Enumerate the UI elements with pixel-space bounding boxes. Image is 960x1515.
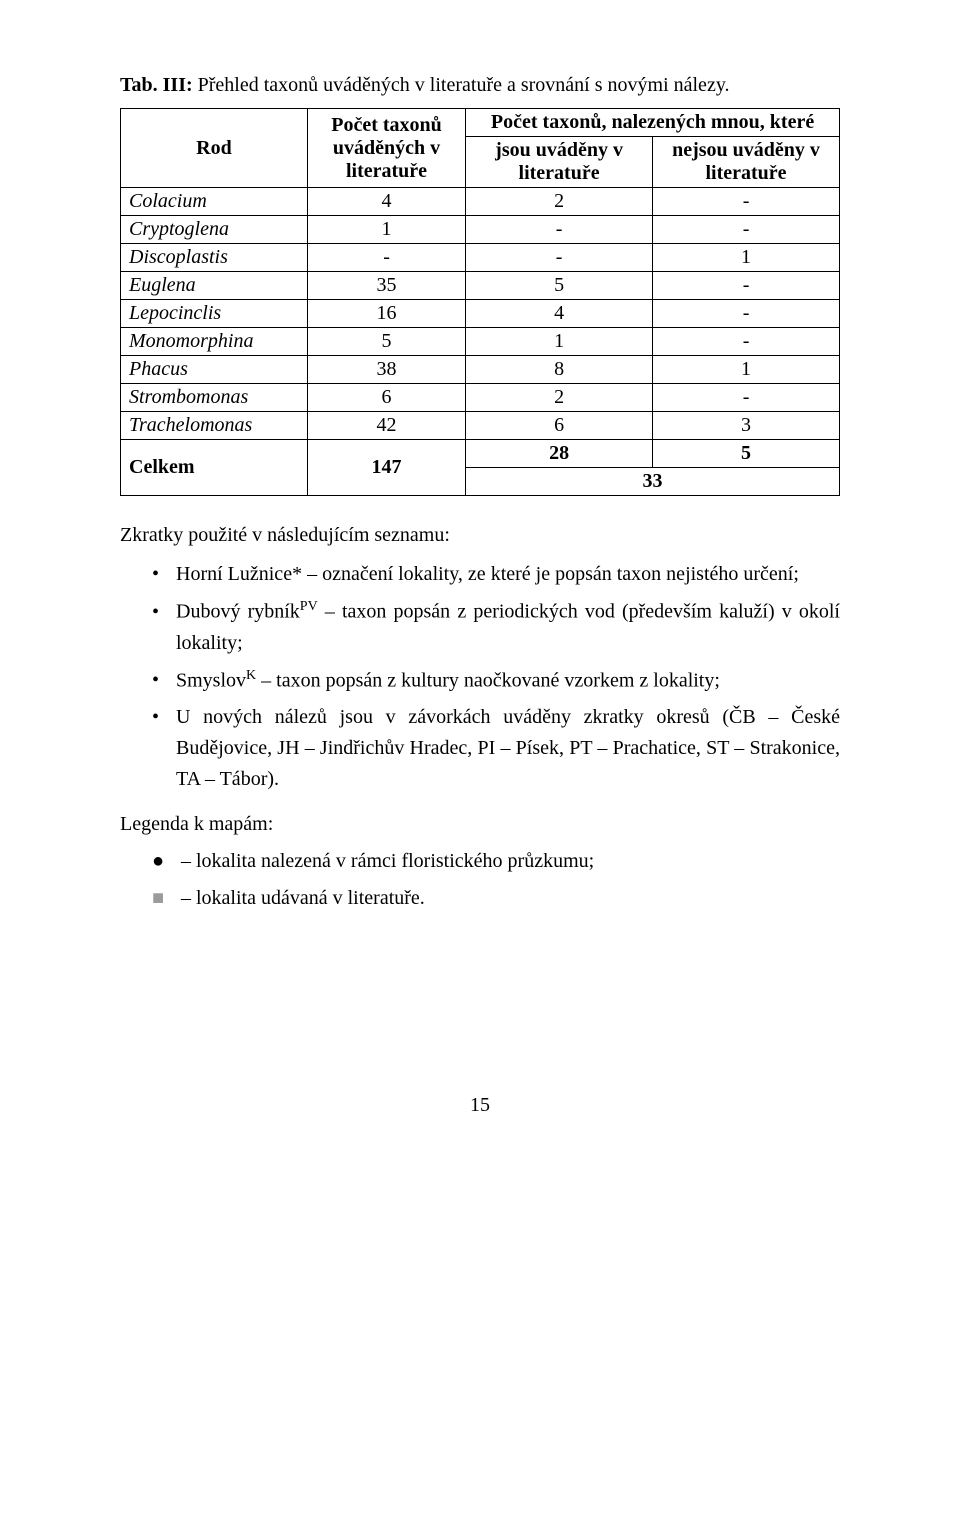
cell: 6 — [307, 384, 465, 412]
cell-name: Phacus — [121, 356, 308, 384]
bullet-text: Smyslov — [176, 669, 246, 691]
cell: - — [653, 300, 840, 328]
table-row: Monomorphina 5 1 - — [121, 328, 840, 356]
caption-text: Přehled taxonů uváděných v literatuře a … — [193, 74, 730, 96]
cell: 35 — [307, 272, 465, 300]
table-row: Phacus 38 8 1 — [121, 356, 840, 384]
abbr-title: Zkratky použité v následujícím seznamu: — [120, 524, 840, 547]
table-row: Cryptoglena 1 - - — [121, 216, 840, 244]
legend-item: ● – lokalita nalezená v rámci floristick… — [120, 846, 840, 877]
cell: - — [466, 244, 653, 272]
bullet-text: – taxon popsán z kultury naočkované vzor… — [256, 669, 720, 691]
table-row: Euglena 35 5 - — [121, 272, 840, 300]
cell: 4 — [466, 300, 653, 328]
cell: 2 — [466, 384, 653, 412]
cell-name: Strombomonas — [121, 384, 308, 412]
taxa-table: Rod Počet taxonů uváděných v literatuře … — [120, 108, 840, 496]
bullet-item: SmyslovK – taxon popsán z kultury naočko… — [120, 665, 840, 697]
bullet-text: U nových nálezů jsou v závorkách uváděny… — [176, 706, 840, 790]
cell: 38 — [307, 356, 465, 384]
cell: - — [653, 216, 840, 244]
cell-name: Discoplastis — [121, 244, 308, 272]
legend-item: ■ – lokalita udávaná v literatuře. — [120, 883, 840, 914]
table-row: Strombomonas 6 2 - — [121, 384, 840, 412]
legend-list: ● – lokalita nalezená v rámci floristick… — [120, 846, 840, 914]
total-c3: 28 — [466, 440, 653, 468]
cell: - — [466, 216, 653, 244]
cell: 1 — [653, 244, 840, 272]
bullet-item: Dubový rybníkPV – taxon popsán z periodi… — [120, 596, 840, 659]
th-col2: Počet taxonů uváděných v literatuře — [307, 109, 465, 188]
cell: 5 — [307, 328, 465, 356]
th-col3: jsou uváděny v literatuře — [466, 137, 653, 188]
th-rod: Rod — [121, 109, 308, 188]
caption-lead: Tab. III: — [120, 74, 193, 96]
cell: 1 — [466, 328, 653, 356]
bullet-solid-icon: ● — [152, 846, 176, 877]
bullet-sup: PV — [300, 599, 318, 614]
th-col4: nejsou uváděny v literatuře — [653, 137, 840, 188]
cell: 16 — [307, 300, 465, 328]
page-number: 15 — [120, 954, 840, 1117]
table-caption: Tab. III: Přehled taxonů uváděných v lit… — [120, 70, 840, 100]
cell: - — [307, 244, 465, 272]
total-c4: 5 — [653, 440, 840, 468]
cell-name: Euglena — [121, 272, 308, 300]
legend-text: – lokalita nalezená v rámci floristickéh… — [176, 850, 594, 872]
cell: 4 — [307, 188, 465, 216]
total-label: Celkem — [121, 440, 308, 496]
cell-name: Lepocinclis — [121, 300, 308, 328]
cell: 6 — [466, 412, 653, 440]
th-group: Počet taxonů, nalezených mnou, které — [466, 109, 840, 137]
bullet-text: Dubový rybník — [176, 601, 300, 623]
table-row: Discoplastis - - 1 — [121, 244, 840, 272]
total-c2: 147 — [307, 440, 465, 496]
table-row: Trachelomonas 42 6 3 — [121, 412, 840, 440]
bullet-item: Horní Lužnice* – označení lokality, ze k… — [120, 559, 840, 590]
cell-name: Colacium — [121, 188, 308, 216]
cell-name: Cryptoglena — [121, 216, 308, 244]
cell: - — [653, 188, 840, 216]
cell: 8 — [466, 356, 653, 384]
table-total-row: Celkem 147 28 5 — [121, 440, 840, 468]
bullet-sup: K — [246, 668, 256, 683]
cell: 1 — [307, 216, 465, 244]
bullet-text: Horní Lužnice* – označení lokality, ze k… — [176, 563, 799, 585]
bullet-hollow-icon: ■ — [152, 883, 176, 914]
legend-text: – lokalita udávaná v literatuře. — [176, 887, 425, 909]
total-merged: 33 — [466, 468, 840, 496]
bullet-list: Horní Lužnice* – označení lokality, ze k… — [120, 559, 840, 795]
cell: 3 — [653, 412, 840, 440]
cell: 42 — [307, 412, 465, 440]
table-row: Lepocinclis 16 4 - — [121, 300, 840, 328]
cell: 5 — [466, 272, 653, 300]
cell: 2 — [466, 188, 653, 216]
cell: - — [653, 384, 840, 412]
cell: - — [653, 272, 840, 300]
bullet-item: U nových nálezů jsou v závorkách uváděny… — [120, 702, 840, 795]
cell-name: Monomorphina — [121, 328, 308, 356]
cell: 1 — [653, 356, 840, 384]
table-row: Colacium 4 2 - — [121, 188, 840, 216]
cell-name: Trachelomonas — [121, 412, 308, 440]
cell: - — [653, 328, 840, 356]
legend-title: Legenda k mapám: — [120, 813, 840, 836]
